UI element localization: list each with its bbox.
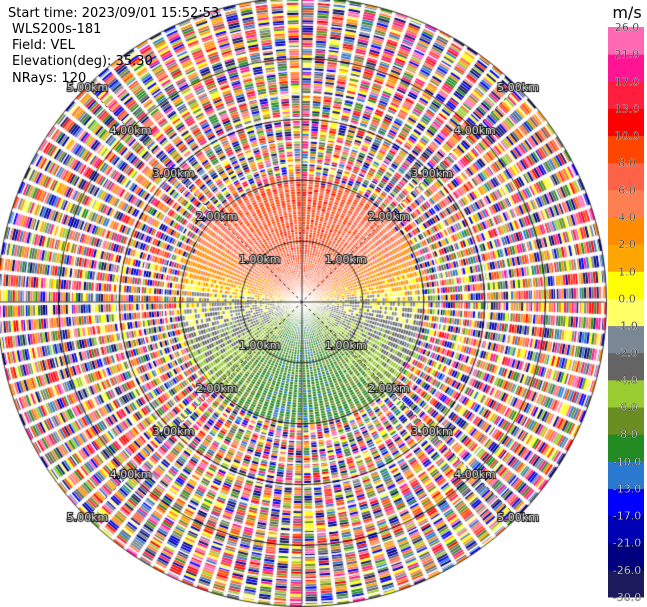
colorbar-tick-label: 6.0 (618, 184, 636, 197)
colorbar-tick-label: -13.0 (613, 482, 641, 495)
ppi-radar-plot (0, 0, 608, 607)
colorbar-swatch (608, 298, 644, 327)
colorbar-tick-label: -30.0 (613, 591, 641, 604)
colorbar-swatch (608, 108, 644, 137)
colorbar-swatch (608, 81, 644, 109)
colorbar-tick-label: -26.0 (613, 564, 641, 577)
colorbar-swatch (608, 542, 644, 571)
colorbar-tick-label: 2.0 (618, 238, 636, 251)
colorbar-swatch (608, 515, 644, 544)
colorbar-swatch (608, 54, 644, 82)
colorbar-swatch (608, 352, 644, 381)
colorbar-swatch (608, 271, 644, 299)
colorbar-tick-label: 13.0 (615, 102, 640, 115)
colorbar-tick-label: -2.0 (616, 347, 637, 360)
colorbar-tick-label: 10.0 (615, 130, 640, 143)
colorbar-swatch (608, 488, 644, 517)
velocity-colorbar: m/s -30.0 -26.0 -21.0 -17.0 -13.0 -10.0 -8.0 -6.… (608, 3, 644, 604)
colorbar-swatch (608, 162, 644, 191)
colorbar-tick-label: 26.0 (615, 21, 640, 34)
colorbar-tick-label: 17.0 (615, 75, 640, 88)
colorbar-tick-label: -1.0 (616, 320, 637, 333)
colorbar-swatch (608, 407, 644, 435)
colorbar-swatch (608, 461, 644, 489)
colorbar-tick-label: -10.0 (613, 455, 641, 468)
colorbar-tick-label: 0.0 (618, 292, 636, 305)
nrays-label: NRays: 120 (12, 71, 87, 86)
colorbar-tick-label: 1.0 (618, 265, 636, 278)
colorbar-swatch (608, 189, 644, 218)
field-label: Field: VEL (12, 38, 75, 53)
colorbar-tick-label: 8.0 (618, 157, 636, 170)
colorbar-tick-label: -21.0 (613, 537, 641, 550)
colorbar-tick-label: 21.0 (615, 48, 640, 61)
colorbar-swatch (608, 569, 644, 598)
colorbar-swatch (608, 434, 644, 462)
elevation-label: Elevation(deg): 35.30 (12, 54, 153, 69)
colorbar-swatch (608, 244, 644, 272)
colorbar-tick-label: -8.0 (616, 428, 637, 441)
colorbar-tick-label: -4.0 (616, 374, 637, 387)
colorbar-swatch (608, 135, 644, 164)
start-time-label: Start time: 2023/09/01 15:52:53 (8, 6, 220, 21)
colorbar-unit: m/s (612, 3, 641, 22)
colorbar-tick-label: 4.0 (618, 211, 636, 224)
colorbar-tick-label: -17.0 (613, 510, 641, 523)
colorbar-tick-label: -6.0 (616, 401, 637, 414)
instrument-label: WLS200s-181 (12, 22, 102, 37)
colorbar-swatch (608, 379, 644, 408)
colorbar-swatch (608, 27, 644, 55)
colorbar-swatch (608, 325, 644, 354)
colorbar-swatch (608, 217, 644, 245)
